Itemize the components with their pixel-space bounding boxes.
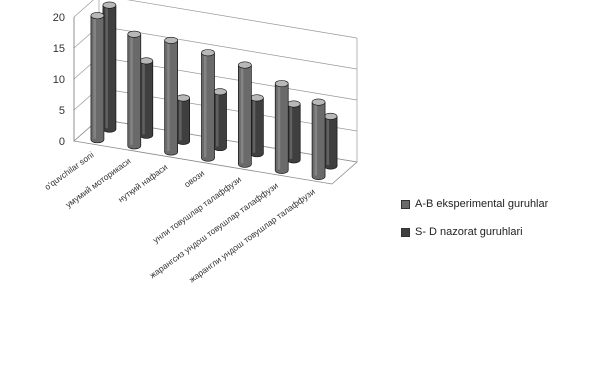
bar-s1-c3-highlight [167,41,170,151]
bar-s2-c1-body [102,5,116,130]
bar-s2-c7-top [323,112,338,120]
bar-s2-c2-highlight [142,61,145,135]
legend-swatch-series-2 [401,227,410,237]
bar-s1-c2 [127,30,142,150]
bar-s2-c5-highlight [252,98,256,153]
bar-s2-c1 [102,1,117,133]
bar-s2-c4-body [213,91,227,148]
bar-s1-c4-top [201,49,215,57]
bar-s1-c6-top [274,80,289,88]
bar-s1-c2-top [127,30,142,38]
bar-s1-c6 [274,80,289,174]
bar-s2-c6-highlight [289,105,293,159]
bar-s2-c1-highlight [105,6,108,129]
bar-s1-c6-highlight [277,84,281,170]
bar-s1-c1 [90,12,105,144]
legend-item-series-2: S- D nazorat guruhlari [401,224,548,240]
legend-swatch-series-1 [401,199,410,209]
bar-s2-c2 [139,57,154,139]
bar-s1-c5-highlight [240,66,244,164]
bar-s1-c7-top [311,98,326,106]
y-tick-labels: 0 5 10 15 20 [53,12,65,148]
bar-s2-c7-highlight [326,117,330,165]
y-tick-label-4: 20 [53,12,65,24]
bar-s2-c7 [323,112,338,170]
bar-s2-c4 [213,88,227,152]
bar-s2-c2-body [139,60,153,136]
bar-s1-c7 [311,98,326,181]
bar-s2-c1-top [102,1,117,9]
bar-s1-c5 [238,61,252,168]
y-tick-label-3: 15 [53,43,65,55]
bar-s1-c2-highlight [130,35,133,145]
bar-s2-c6-top [286,100,301,108]
category-label-4: овози [182,168,206,189]
legend-label-series-1: A-B eksperimental guruhlar [415,198,549,210]
bar-s1-c7-body [312,102,326,177]
bar-s1-c2-body [127,34,141,146]
bar-s1-c3-body [164,40,178,152]
bar-s2-c3 [176,94,190,145]
gridline-back-4 [126,0,358,39]
bar-s1-c5-body [238,65,252,165]
bar-s2-c7-body [324,116,338,166]
legend-item-series-1: A-B eksperimental guruhlar [401,196,548,212]
bar-s1-c4 [201,49,215,162]
bar-s1-c7-highlight [314,103,318,176]
legend-label-series-2: S- D nazorat guruhlari [415,226,523,238]
bar-s2-c2-top [139,57,154,65]
bar-s2-c6 [286,100,301,164]
legend: A-B eksperimental guruhlar S- D nazorat … [401,196,548,252]
bar-s1-c4-body [201,52,215,159]
bar-s2-c5-top [250,94,264,102]
bar-s2-c4-top [213,88,227,96]
bar-s1-c3 [164,36,178,156]
bar-s2-c4-highlight [216,92,219,147]
gridline-back-3 [98,25,358,70]
gridline-side-4 [73,0,94,18]
bar-s1-c4-highlight [204,53,207,158]
y-tick-label-1: 5 [59,105,65,117]
bar-s1-c3-top [164,36,178,44]
bar-s2-c3-body [176,97,190,142]
bar-s2-c5 [250,94,264,158]
bar-s2-c6-body [287,104,301,160]
bar-s1-c5-top [238,61,252,69]
bar-s1-c6-body [275,83,289,171]
category-label-5: унли товушлар талаффузи [151,174,243,245]
y-tick-label-2: 10 [53,74,65,86]
bar-s2-c5-body [250,97,264,154]
bar-s1-c1-body [90,15,104,140]
y-tick-label-0: 0 [59,136,65,148]
bars [90,1,338,181]
bar-s1-c1-top [90,12,105,20]
bar-s1-c1-highlight [93,16,96,139]
bar-s2-c3-top [176,94,190,102]
bar-s2-c3-highlight [179,98,182,141]
